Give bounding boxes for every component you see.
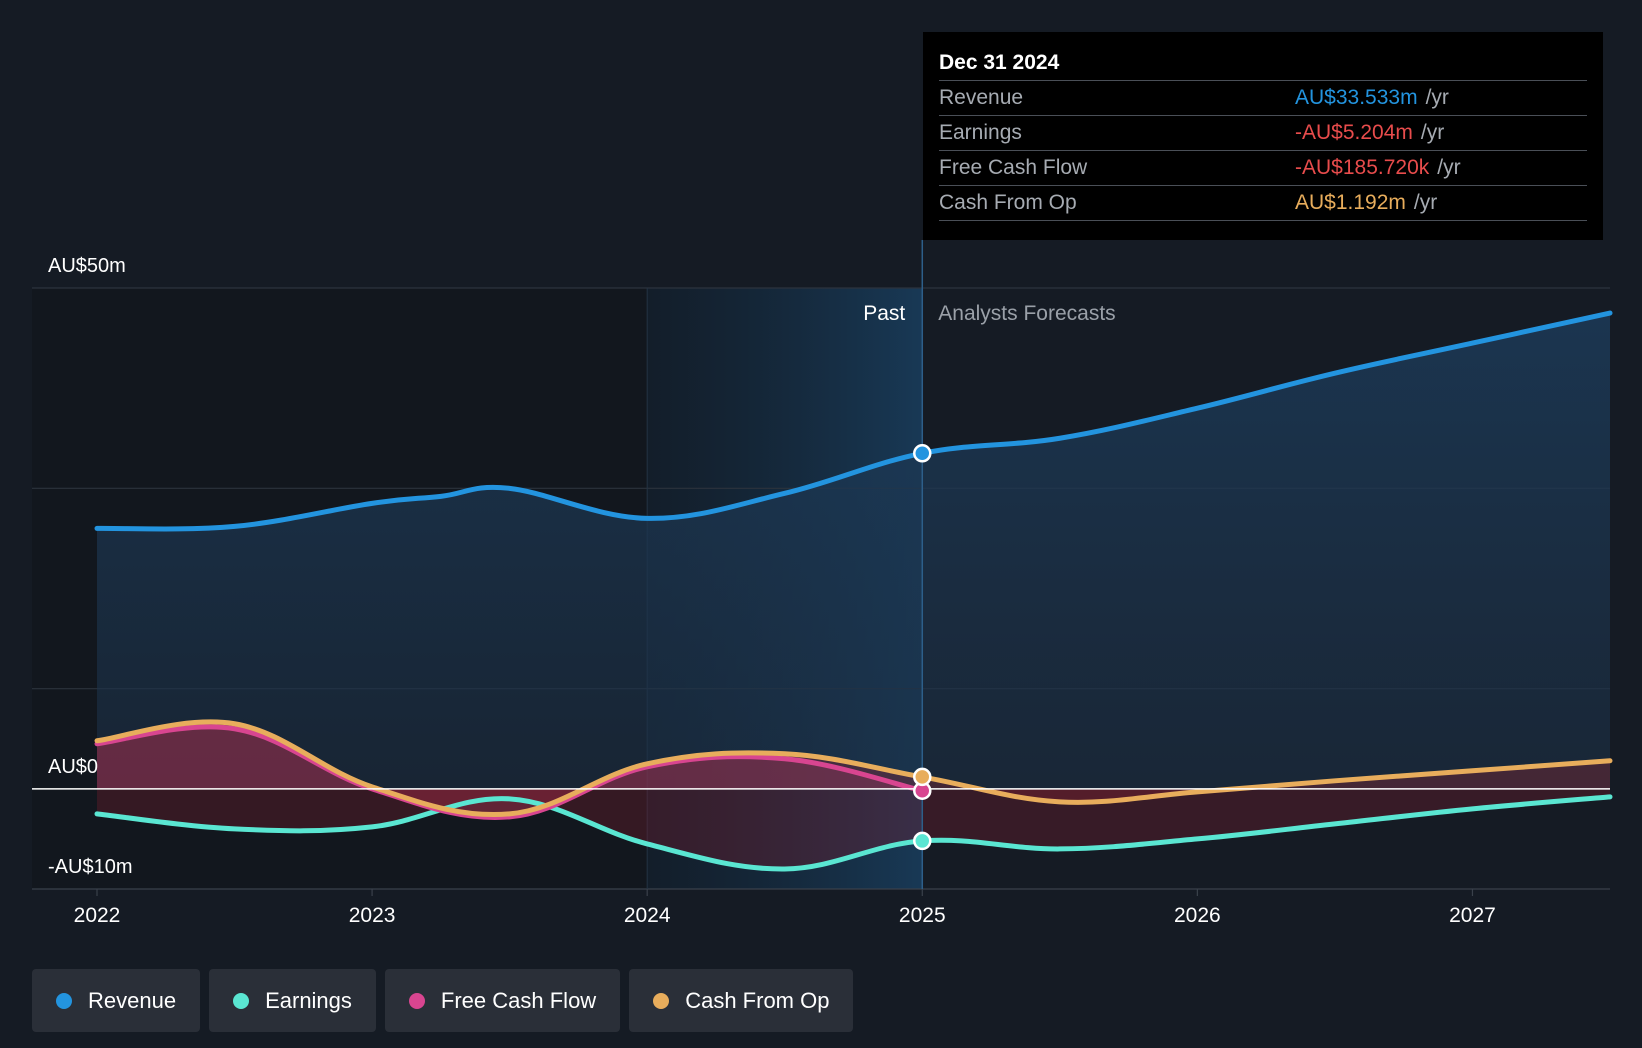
tooltip-row-value: AU$33.533m — [1295, 86, 1418, 109]
tooltip-row-label: Free Cash Flow — [939, 156, 1088, 179]
tooltip-row-unit: /yr — [1425, 86, 1449, 109]
tooltip-row-value: AU$1.192m — [1295, 191, 1406, 214]
tooltip: Dec 31 2024 Revenue AU$33.533m/yr Earnings… — [923, 32, 1603, 240]
tooltip-row-label: Revenue — [939, 86, 1024, 109]
legend-item-cash-from-op[interactable]: Cash From Op — [629, 969, 854, 1032]
x-tick-label: 2027 — [1449, 904, 1496, 927]
legend-dot-icon — [56, 992, 72, 1009]
tooltip-row-unit: /yr — [1437, 156, 1461, 179]
revenue-point — [913, 444, 932, 463]
tooltip-row-label: Cash From Op — [939, 191, 1077, 214]
series-lines — [32, 310, 1613, 872]
series-areas — [97, 313, 1610, 869]
tooltip-row: Earnings -AU$5.204m/yr — [939, 115, 1587, 150]
tooltip-row: Free Cash Flow -AU$185.720k/yr — [939, 150, 1587, 185]
legend-dot-icon — [233, 992, 250, 1009]
y-axis-label: AU$50m — [48, 255, 126, 277]
cash-from-op-area — [97, 721, 1610, 815]
tooltip-row-label: Earnings — [939, 121, 1022, 144]
earnings-point — [913, 831, 932, 851]
legend-item-revenue[interactable]: Revenue — [32, 969, 201, 1032]
cash-from-op-point — [913, 767, 932, 787]
earnings-line — [94, 794, 1613, 872]
cash-from-op-line — [94, 719, 1613, 818]
past-label: Past — [863, 302, 905, 325]
legend: Revenue Earnings Free Cash Flow Cash From O… — [32, 969, 854, 1032]
tooltip-markers — [913, 444, 932, 851]
tooltip-row-value: -AU$185.720k — [1295, 156, 1430, 179]
tooltip-row: Revenue AU$33.533m/yr — [939, 80, 1587, 115]
x-tick-label: 2024 — [624, 904, 671, 927]
x-tick-label: 2023 — [349, 904, 396, 927]
tooltip-rows: Revenue AU$33.533m/yr Earnings -AU$5.204m/y… — [939, 80, 1587, 221]
tooltip-row-unit: /yr — [1420, 121, 1445, 144]
free-cash-flow-line — [94, 724, 925, 820]
legend-label: Free Cash Flow — [440, 987, 597, 1013]
forecast-label: Analysts Forecasts — [938, 302, 1115, 325]
x-tick-label: 2026 — [1174, 904, 1221, 927]
legend-item-free-cash-flow[interactable]: Free Cash Flow — [384, 969, 621, 1032]
x-axis-ticks: 2022 2023 2024 2025 2026 2027 — [74, 889, 1496, 927]
tooltip-row: Cash From Op AU$1.192m/yr — [939, 185, 1587, 221]
revenue-line — [94, 310, 1613, 532]
legend-dot-icon — [408, 992, 425, 1009]
legend-item-earnings[interactable]: Earnings — [209, 969, 376, 1032]
x-tick-label: 2025 — [899, 904, 946, 927]
legend-dot-icon — [653, 992, 670, 1009]
revenue-area — [97, 313, 1610, 789]
x-tick-label: 2022 — [74, 904, 121, 927]
legend-label: Revenue — [88, 987, 177, 1013]
tooltip-row-value: -AU$5.204m — [1295, 121, 1413, 144]
tooltip-date: Dec 31 2024 — [939, 51, 1060, 74]
y-axis-labels: AU$50m AU$0 -AU$10m — [48, 255, 132, 878]
y-axis-label: -AU$10m — [48, 856, 132, 878]
y-axis-label: AU$0 — [48, 756, 98, 778]
earnings-area — [97, 788, 1610, 869]
legend-label: Cash From Op — [685, 987, 830, 1013]
legend-label: Earnings — [265, 987, 352, 1013]
tooltip-row-unit: /yr — [1413, 191, 1438, 214]
